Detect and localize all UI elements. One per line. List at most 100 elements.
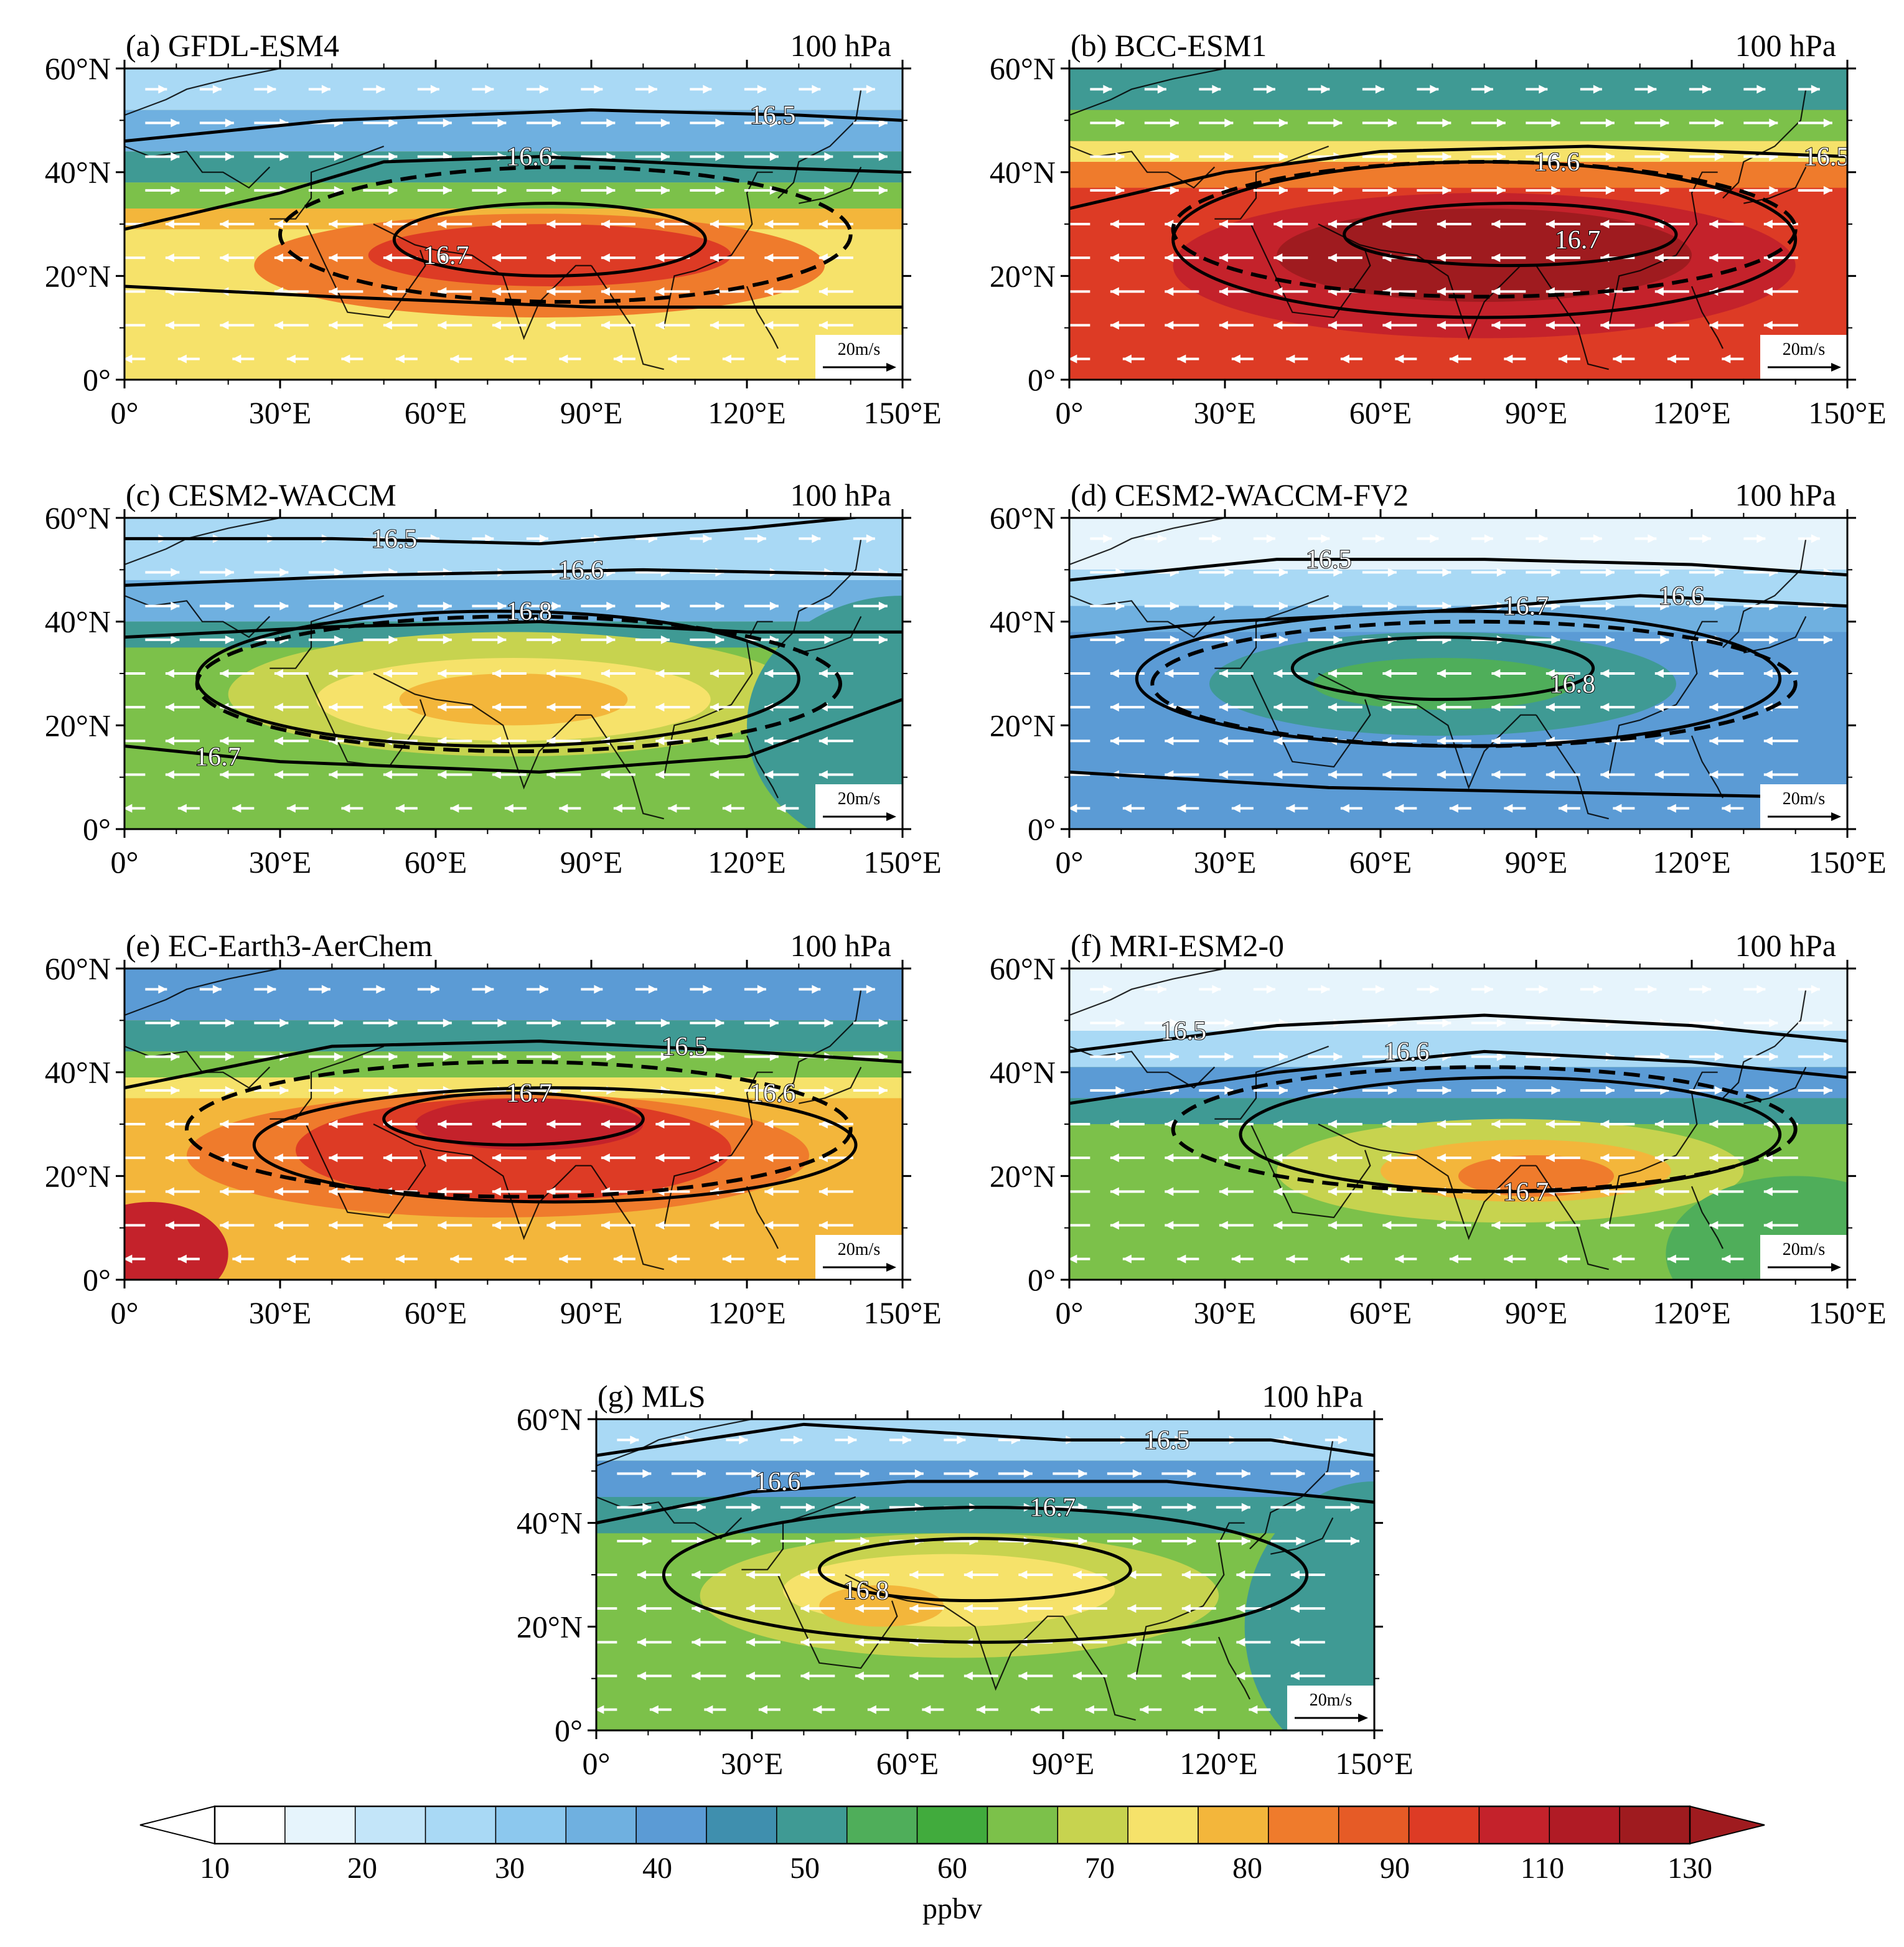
wind-arrowhead [1236, 1671, 1245, 1681]
wind-arrowhead [1241, 1503, 1250, 1512]
wind-arrowhead [1278, 601, 1288, 611]
x-tick-label: 60°E [1349, 395, 1412, 430]
wind-arrowhead [1056, 287, 1064, 296]
wind-arrowhead [225, 568, 234, 577]
wind-arrowhead [1333, 568, 1343, 577]
wind-arrowhead [1328, 770, 1337, 779]
panel-title: (g) MLS [598, 1379, 706, 1414]
y-tick-label: 40°N [45, 155, 111, 190]
wind-arrowhead [1273, 321, 1283, 330]
y-tick-label: 40°N [45, 604, 111, 639]
wind-arrowhead [637, 1604, 646, 1613]
wind-arrowhead [334, 601, 343, 611]
y-tick-label: 40°N [990, 1055, 1056, 1090]
wind-arrowhead [1375, 985, 1384, 994]
wind-arrowhead [818, 253, 828, 263]
wind-arrowhead [722, 804, 731, 813]
shading-blob [1458, 1155, 1614, 1197]
wind-arrowhead [1823, 1052, 1832, 1061]
wind-arrowhead [1660, 568, 1669, 577]
wind-arrowhead [1496, 1052, 1506, 1061]
coastline-segment [1608, 1071, 1718, 1228]
wind-arrowhead [1241, 1469, 1250, 1478]
coastline-segment [1069, 518, 1226, 566]
coastline-segment [799, 616, 862, 654]
wind-scale-box [1760, 1235, 1847, 1280]
wind-arrowhead [1823, 1018, 1832, 1028]
colorbar-tick-label: 10 [200, 1852, 230, 1885]
wind-scale-box [1287, 1686, 1374, 1730]
wind-arrowhead [1115, 601, 1125, 611]
wind-arrowhead [1605, 185, 1615, 195]
wind-arrowhead [1132, 1536, 1142, 1546]
contour-label: 16.7 [506, 1079, 552, 1108]
panel-title: (c) CESM2-WACCM [126, 477, 396, 512]
wind-arrowhead [546, 220, 556, 228]
wind-arrowhead [655, 321, 665, 330]
wind-arrowhead [1442, 185, 1451, 195]
wind-arrowhead [1212, 85, 1221, 94]
wind-arrowhead [660, 185, 670, 195]
wind-arrowhead [1333, 185, 1343, 195]
wind-arrowhead [710, 253, 719, 263]
wind-arrowhead [878, 635, 888, 644]
wind-arrowhead [383, 253, 392, 263]
wind-arrowhead [1224, 601, 1234, 611]
wind-arrowhead [1660, 118, 1669, 128]
coastline-segment [663, 621, 773, 777]
wind-arrowhead [1496, 1018, 1506, 1028]
wind-arrowhead [805, 1469, 815, 1478]
contour-line [662, 1506, 1309, 1644]
wind-vectors [596, 1435, 1359, 1714]
wind-arrowhead [1382, 1153, 1392, 1163]
wind-arrowhead [551, 601, 561, 611]
wind-arrowhead [1504, 804, 1513, 813]
wind-arrowhead [492, 703, 501, 712]
ozone-contours [124, 1039, 903, 1204]
wind-arrowhead [710, 669, 719, 678]
wind-arrowhead [1056, 1187, 1064, 1196]
pressure-level-label: 100 hPa [790, 928, 892, 963]
wind-arrowhead [777, 1254, 786, 1264]
wind-arrowhead [1273, 1221, 1283, 1230]
x-tick-label: 150°E [1335, 1746, 1414, 1781]
x-tick-label: 150°E [863, 845, 942, 880]
wind-scale-arrowhead [1831, 363, 1841, 372]
wind-arrowhead [220, 1120, 229, 1128]
contour-line [1069, 1049, 1847, 1105]
contour-label: 16.5 [1306, 546, 1352, 575]
wind-arrowhead [1660, 635, 1669, 644]
wind-arrowhead [1115, 1052, 1125, 1061]
coastline-segment [1318, 1124, 1536, 1241]
wind-arrowhead [710, 1153, 719, 1163]
wind-arrowhead [746, 1671, 755, 1681]
wind-arrowhead [715, 152, 725, 161]
wind-arrowhead [1187, 1503, 1196, 1512]
contour-label: 16.5 [372, 525, 418, 553]
wind-arrowhead [710, 220, 719, 228]
wind-arrowhead [1496, 118, 1506, 128]
wind-arrowhead [601, 1120, 610, 1128]
wind-arrowhead [1545, 1153, 1555, 1163]
wind-scale-label: 20m/s [1310, 1691, 1352, 1710]
wind-arrowhead [559, 354, 568, 364]
wind-arrowhead [1558, 354, 1567, 364]
x-tick-label: 60°E [405, 1295, 467, 1330]
dashed-contour [185, 1060, 853, 1199]
wind-arrowhead [715, 635, 725, 644]
wind-arrowhead [551, 1052, 561, 1061]
wind-arrowhead [1763, 736, 1773, 746]
wind-arrowhead [1491, 669, 1501, 678]
wind-arrowhead [1387, 1052, 1397, 1061]
y-tick-label: 60°N [45, 51, 111, 86]
wind-arrowhead [606, 118, 616, 128]
wind-arrowhead [1605, 1086, 1615, 1095]
wind-arrowhead [1236, 1604, 1245, 1613]
wind-arrowhead [1224, 635, 1234, 644]
panel-title: (f) MRI-ESM2-0 [1071, 928, 1284, 963]
y-tick-label: 40°N [990, 604, 1056, 639]
wind-arrowhead [668, 804, 677, 813]
coastline-segment [663, 171, 773, 328]
wind-arrowhead [613, 1254, 622, 1264]
wind-arrowhead [329, 253, 338, 263]
